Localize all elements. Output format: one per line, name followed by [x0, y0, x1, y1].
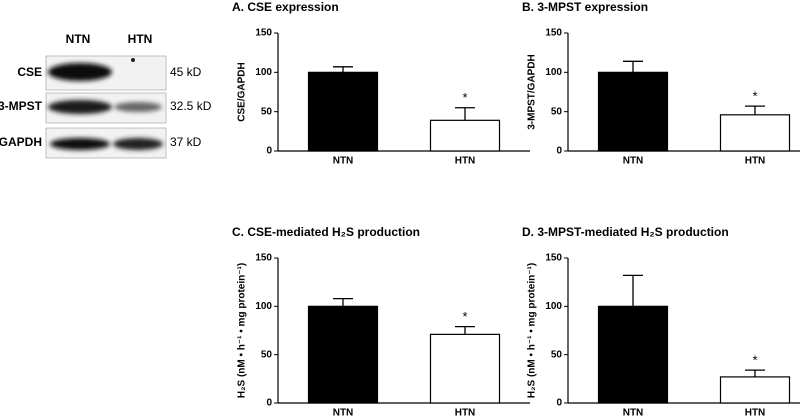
- chart-title: A. CSE expression: [232, 0, 339, 14]
- chart-title: D. 3-MPST-mediated H₂S production: [522, 225, 729, 239]
- bar: [429, 119, 501, 152]
- y-tick-label: 0: [556, 146, 562, 157]
- y-tick-label: 100: [255, 301, 272, 312]
- x-tick-label: NTN: [333, 156, 354, 167]
- band: [50, 138, 110, 150]
- y-tick-label: 150: [255, 28, 272, 39]
- bar: [719, 114, 791, 152]
- bar: [597, 305, 669, 404]
- y-tick-label: 50: [261, 349, 273, 360]
- x-tick-label: HTN: [455, 156, 476, 167]
- significance-marker: *: [752, 353, 757, 368]
- band: [114, 102, 162, 112]
- y-tick-label: 100: [255, 67, 272, 78]
- y-axis-label: H₂S (nM • h⁻¹ • mg protein⁻¹): [527, 263, 538, 398]
- significance-marker: *: [462, 90, 467, 105]
- row-label: CSE: [17, 65, 42, 79]
- x-tick-label: HTN: [455, 408, 476, 417]
- y-tick-label: 100: [545, 67, 562, 78]
- y-tick-label: 0: [266, 146, 272, 157]
- y-tick-label: 100: [545, 301, 562, 312]
- band: [48, 63, 112, 81]
- y-tick-label: 150: [545, 28, 562, 39]
- y-tick-label: 50: [261, 106, 273, 117]
- y-axis-label: H₂S (nM • h⁻¹ • mg protein⁻¹): [237, 263, 248, 398]
- lane-label: NTN: [66, 32, 91, 46]
- y-tick-label: 150: [255, 253, 272, 264]
- size-label: 32.5 kD: [170, 99, 212, 113]
- y-tick-label: 50: [551, 106, 563, 117]
- western-blot: NTN HTN CSE 3-MPST GAPDH 45 kD 32.5 kD 3…: [0, 32, 212, 159]
- significance-marker: *: [752, 89, 757, 104]
- y-axis-label: 3-MPST/GAPDH: [527, 54, 538, 130]
- x-tick-label: HTN: [745, 408, 766, 417]
- x-tick-label: NTN: [623, 156, 644, 167]
- lane-label: HTN: [128, 32, 153, 46]
- bar: [429, 333, 501, 404]
- size-label: 37 kD: [170, 135, 202, 149]
- bar: [597, 71, 669, 152]
- x-tick-label: NTN: [333, 408, 354, 417]
- spot: [131, 58, 135, 62]
- y-tick-label: 0: [556, 398, 562, 409]
- x-tick-label: HTN: [745, 156, 766, 167]
- y-tick-label: 50: [551, 349, 563, 360]
- bar: [307, 305, 379, 404]
- bar: [307, 71, 379, 152]
- row-label: GAPDH: [0, 135, 42, 149]
- significance-marker: *: [462, 309, 467, 324]
- size-label: 45 kD: [170, 65, 202, 79]
- chart-title: C. CSE-mediated H₂S production: [232, 225, 420, 239]
- bar: [719, 376, 791, 404]
- band: [48, 100, 112, 114]
- x-tick-label: NTN: [623, 408, 644, 417]
- chart-title: B. 3-MPST expression: [522, 0, 648, 14]
- y-tick-label: 0: [266, 398, 272, 409]
- y-axis-label: CSE/GAPDH: [237, 62, 248, 121]
- row-label: 3-MPST: [0, 99, 43, 113]
- y-tick-label: 150: [545, 253, 562, 264]
- band: [113, 138, 163, 150]
